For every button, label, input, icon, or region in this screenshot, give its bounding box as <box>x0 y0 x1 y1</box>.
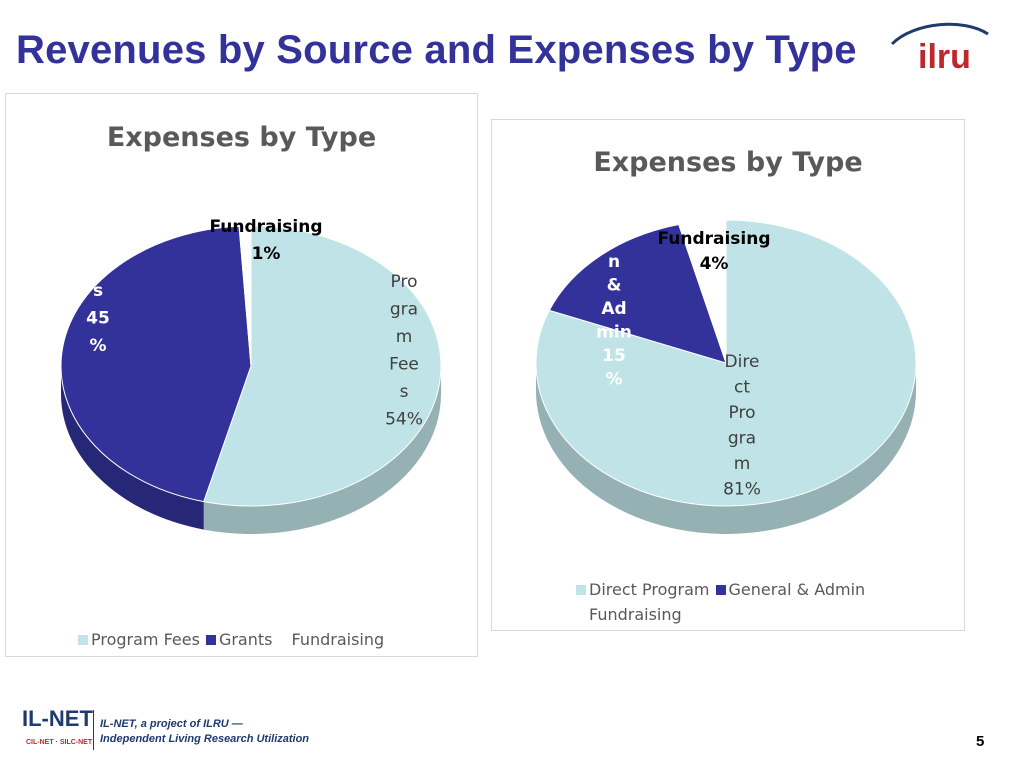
data-label: Fundraising 1% <box>209 217 322 264</box>
data-label-line: gra <box>390 300 418 320</box>
ilru-logo-text: ilru <box>918 38 971 76</box>
legend-item: Direct Program <box>576 577 710 602</box>
il-net-logo-subtitle: CIL-NET · SILC-NET <box>26 739 93 746</box>
data-label-line: 45 <box>86 309 110 329</box>
data-label-line: 15 <box>602 346 626 366</box>
legend-swatch <box>78 635 88 645</box>
data-label-line: 1% <box>252 244 281 264</box>
pie-slice <box>548 223 727 364</box>
legend-item: Fundraising <box>576 602 682 627</box>
footer-line-2: Independent Living Research Utilization <box>100 733 310 745</box>
expenses-pie-chart: Expenses by Type Dire ct Pro gra m 81% n & Ad min… <box>491 119 965 631</box>
data-label: Fundraising 4% <box>657 229 770 274</box>
data-label-line: Fundraising <box>657 229 770 249</box>
pie-slice <box>60 225 252 503</box>
chart-legend: Direct Program General & Admin Fundraising <box>576 577 906 627</box>
legend-swatch <box>715 585 726 595</box>
pie-slice-side <box>536 363 916 534</box>
pie-slice <box>238 225 252 367</box>
legend-swatch <box>576 610 586 620</box>
legend-label: Grants <box>218 630 273 649</box>
legend-label: Fundraising <box>589 605 682 624</box>
legend-label: Direct Program <box>589 580 710 599</box>
ilru-logo: ilru <box>890 22 989 76</box>
data-label: s 45% <box>86 281 110 356</box>
legend-label: Fundraising <box>291 630 385 649</box>
legend-swatch <box>205 635 216 645</box>
data-label-line: Pro <box>729 403 756 423</box>
footer-line-1: IL-NET, a project of ILRU — <box>100 718 243 730</box>
legend-item: Grants <box>205 627 273 652</box>
data-label-line: Fee <box>389 355 419 375</box>
data-label-line: Dire <box>725 352 760 372</box>
data-label-line: s <box>93 281 103 301</box>
pie-chart-canvas: Dire ct Pro gra m 81% n & Ad min 15 % Fundraising 4% <box>535 219 917 534</box>
data-label-line: % <box>605 370 622 390</box>
pie-slice <box>678 219 727 364</box>
pie-chart-canvas: Pro gra m Fee s 54% s 45 % Fundraising 1% <box>60 217 442 534</box>
data-label-line: 81% <box>723 480 761 500</box>
page-number: 5 <box>976 733 985 750</box>
data-label-line: n <box>608 252 620 272</box>
legend-swatch <box>278 635 289 645</box>
slide-title: Revenues by Source and Expenses by Type <box>16 28 857 72</box>
pie-slice-side <box>60 366 204 530</box>
chart-title: Expenses by Type <box>106 122 377 153</box>
chart-legend: Program Fees Grants Fundraising <box>78 627 390 652</box>
legend-label: Program Fees <box>91 630 200 649</box>
legend-label: General & Admin <box>728 580 866 599</box>
chart-title: Expenses by Type <box>593 147 863 178</box>
data-label: Dire ct Pro gra m 81% <box>723 352 761 500</box>
data-label-line: Pro <box>391 272 418 292</box>
data-label: n & Ad min 15% <box>596 252 632 390</box>
data-label-line: 4% <box>700 254 729 274</box>
legend-item: Program Fees <box>78 627 200 652</box>
footer-divider <box>93 710 94 750</box>
data-label-line: m <box>396 327 413 347</box>
data-label-line: 54% <box>385 410 423 430</box>
footer-project-text: IL-NET, a project of ILRU — Independent … <box>100 717 309 747</box>
data-label-line: % <box>89 336 106 356</box>
pie-slice <box>203 225 442 507</box>
data-label-line: min <box>596 323 632 343</box>
il-net-logo: IL-NET <box>22 706 93 731</box>
legend-item: General & Admin <box>715 577 866 602</box>
legend-swatch <box>576 585 586 595</box>
revenue-pie-chart: Expenses by Type Pro gra m Fee s 54% s 45% Fundr… <box>5 93 478 657</box>
data-label-line: m <box>734 454 751 474</box>
pie-slice-side <box>203 366 441 534</box>
data-label-line: ct <box>734 378 750 398</box>
data-label-line: gra <box>728 429 756 449</box>
data-label-line: & <box>607 276 622 296</box>
data-label-line: Ad <box>601 299 626 319</box>
data-label: Pro gra m Fee s 54% <box>385 272 423 430</box>
data-label-line: Fundraising <box>209 217 322 237</box>
data-label-line: s <box>400 382 409 402</box>
legend-item: Fundraising <box>278 627 384 652</box>
